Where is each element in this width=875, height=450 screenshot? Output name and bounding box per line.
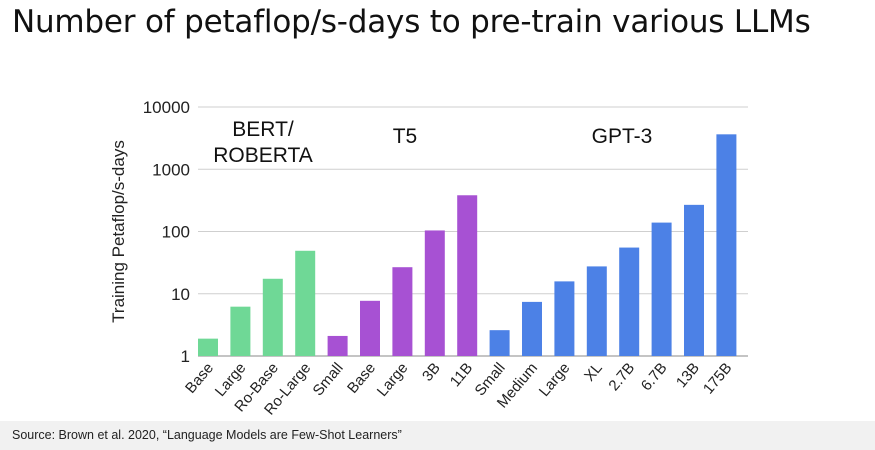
x-tick-label: Small <box>310 360 347 400</box>
slide-title: Number of petaflop/s-days to pre-train v… <box>12 4 811 40</box>
bar <box>522 301 542 356</box>
bar <box>392 267 413 356</box>
group-label: ROBERTA <box>213 144 313 167</box>
group-label: GPT-3 <box>592 125 653 148</box>
bar <box>554 281 575 356</box>
x-tick-label: 175B <box>700 360 736 398</box>
y-tick-label: 1000 <box>152 160 190 179</box>
bar <box>586 266 607 356</box>
x-tick-label: Large <box>374 360 412 400</box>
bar <box>262 278 283 356</box>
y-tick-label: 10000 <box>143 98 190 117</box>
bar-chart: 1 10 100 1000 10000 Training Petaflop/s-days B… <box>109 98 748 418</box>
bar <box>457 195 478 356</box>
bar <box>684 204 704 356</box>
bar <box>327 335 348 356</box>
y-axis-label: Training Petaflop/s-days <box>109 140 128 323</box>
bar <box>651 222 672 356</box>
source-footer: Source: Brown et al. 2020, “Language Mod… <box>0 421 875 450</box>
group-label: BERT/ <box>232 118 294 141</box>
bar <box>424 230 445 356</box>
group-label: T5 <box>393 125 418 148</box>
x-tick-label: 2.7B <box>605 360 638 395</box>
x-tick-label: Large <box>536 360 574 400</box>
x-tick-label: XL <box>581 360 606 385</box>
y-tick-label: 10 <box>171 285 190 304</box>
x-tick-label: 13B <box>673 360 703 391</box>
bar <box>198 338 218 356</box>
bar <box>489 330 510 356</box>
bar <box>295 250 316 356</box>
x-tick-label: 3B <box>419 360 444 385</box>
source-citation: Source: Brown et al. 2020, “Language Mod… <box>12 428 402 442</box>
x-tick-label: Base <box>344 360 379 397</box>
bar <box>360 300 380 356</box>
x-tick-label: 6.7B <box>638 360 671 395</box>
bar <box>716 134 737 356</box>
x-tick-label: 11B <box>447 360 476 391</box>
bar <box>230 306 251 356</box>
y-tick-label: 100 <box>162 223 190 242</box>
bar <box>619 247 640 356</box>
y-tick-label: 1 <box>181 347 190 366</box>
